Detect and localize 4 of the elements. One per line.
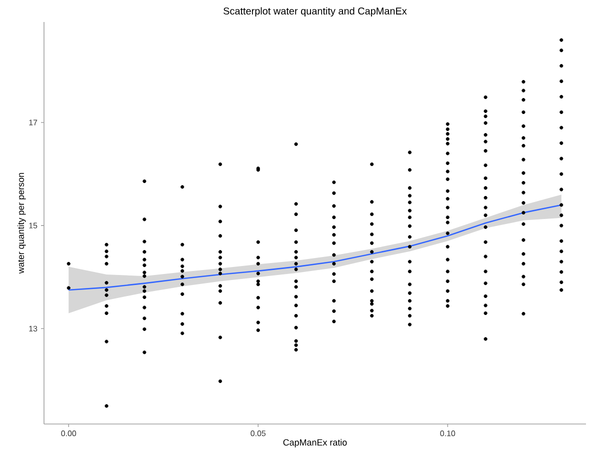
y-axis-title: water quantity per person [17,173,26,274]
chart-title: Scatterplot water quantity and CapManEx [224,7,407,17]
x-axis-title: CapManEx ratio [283,439,347,448]
line-series [68,204,562,291]
